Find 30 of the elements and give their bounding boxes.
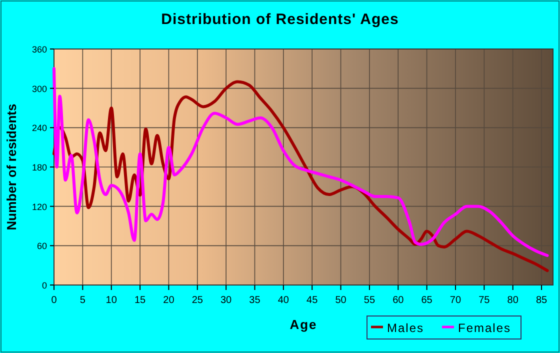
legend-label: Females: [458, 321, 512, 335]
x-tick-label: 70: [450, 295, 462, 306]
y-tick-label: 0: [42, 280, 47, 290]
x-tick-label: 5: [80, 295, 86, 306]
x-tick-label: 10: [106, 295, 118, 306]
chart-title: Distribution of Residents' Ages: [161, 11, 399, 28]
x-tick-label: 45: [306, 295, 318, 306]
x-tick-label: 75: [478, 295, 490, 306]
y-tick-label: 120: [32, 202, 47, 212]
y-tick-label: 180: [32, 162, 47, 172]
x-tick-label: 20: [163, 295, 175, 306]
x-tick-label: 35: [249, 295, 261, 306]
x-tick-label: 15: [134, 295, 146, 306]
x-tick-label: 65: [421, 295, 433, 306]
y-tick-label: 300: [32, 84, 47, 94]
y-tick-label: 360: [32, 44, 47, 54]
x-tick-label: 80: [507, 295, 519, 306]
x-tick-label: 25: [192, 295, 204, 306]
x-tick-label: 0: [51, 295, 58, 306]
y-axis-title: Number of residents: [4, 104, 19, 230]
x-tick-label: 40: [278, 295, 290, 306]
x-tick-label: 60: [392, 295, 404, 306]
x-axis-title: Age: [290, 317, 318, 332]
x-tick-label: 85: [536, 295, 548, 306]
y-tick-label: 60: [36, 241, 47, 252]
x-tick-label: 30: [220, 295, 232, 306]
y-tick-label: 240: [32, 123, 47, 134]
x-tick-label: 50: [335, 295, 347, 306]
x-tick-label: 55: [364, 295, 376, 306]
legend-label: Males: [387, 321, 424, 335]
